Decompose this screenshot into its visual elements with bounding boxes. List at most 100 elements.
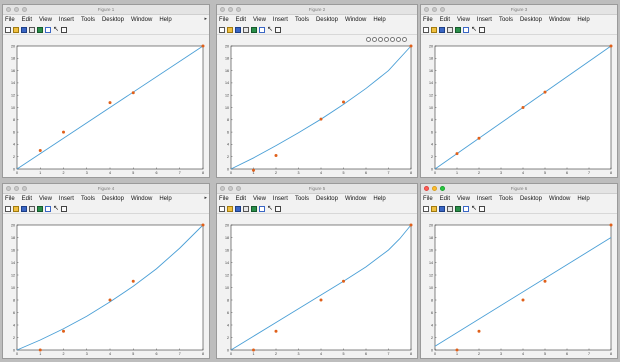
pointer-icon[interactable]: ↖ — [53, 205, 59, 212]
figure-icon[interactable] — [259, 27, 265, 33]
zoom-button[interactable] — [236, 7, 241, 12]
close-button[interactable] — [220, 186, 225, 191]
insert-label-icon[interactable] — [455, 206, 461, 212]
open-folder-icon[interactable] — [431, 27, 437, 33]
menu-overflow-arrow-icon[interactable]: ▸ — [204, 195, 207, 201]
zoom-in-icon[interactable] — [390, 37, 395, 42]
save-icon[interactable] — [235, 206, 241, 212]
menu-view[interactable]: View — [39, 17, 52, 23]
pan-icon[interactable] — [61, 27, 67, 33]
figure-icon[interactable] — [463, 27, 469, 33]
menu-file[interactable]: File — [219, 17, 229, 23]
new-figure-icon[interactable] — [219, 27, 225, 33]
menu-file[interactable]: File — [423, 196, 433, 202]
menu-tools[interactable]: Tools — [294, 196, 309, 202]
menu-file[interactable]: File — [5, 196, 15, 202]
minimize-button[interactable] — [228, 7, 233, 12]
menu-window[interactable]: Window — [130, 196, 153, 202]
print-icon[interactable] — [447, 206, 453, 212]
minimize-button[interactable] — [14, 186, 19, 191]
zoom-button[interactable] — [22, 186, 27, 191]
menu-insert[interactable]: Insert — [476, 17, 492, 23]
menu-overflow-arrow-icon[interactable]: ▸ — [204, 16, 207, 22]
menu-window[interactable]: Window — [344, 17, 367, 23]
menu-edit[interactable]: Edit — [21, 196, 33, 202]
minimize-button[interactable] — [432, 186, 437, 191]
new-figure-icon[interactable] — [219, 206, 225, 212]
print-icon[interactable] — [29, 27, 35, 33]
pan-icon[interactable] — [479, 206, 485, 212]
pointer-icon[interactable]: ↖ — [471, 26, 477, 33]
menu-desktop[interactable]: Desktop — [519, 196, 542, 202]
pan-icon[interactable] — [479, 27, 485, 33]
menu-desktop[interactable]: Desktop — [101, 196, 124, 202]
menu-view[interactable]: View — [253, 17, 266, 23]
menu-tools[interactable]: Tools — [498, 17, 513, 23]
open-folder-icon[interactable] — [431, 206, 437, 212]
figure-window[interactable]: Figure 6 File Edit View Insert Tools Desktop Wi… — [420, 183, 618, 359]
new-figure-icon[interactable] — [423, 27, 429, 33]
zoom-button[interactable] — [440, 186, 445, 191]
rotate-icon[interactable] — [378, 37, 383, 42]
datatip-icon[interactable] — [372, 37, 377, 42]
figure-window[interactable]: Figure 5 File Edit View Insert Tools Desktop Wi… — [216, 183, 418, 359]
new-figure-icon[interactable] — [423, 206, 429, 212]
figure-window[interactable]: Figure 4 File Edit View Insert Tools Desktop Wi… — [2, 183, 210, 359]
menu-help[interactable]: Help — [159, 17, 172, 23]
menu-window[interactable]: Window — [344, 196, 367, 202]
print-icon[interactable] — [243, 206, 249, 212]
pan-hand-icon[interactable] — [384, 37, 389, 42]
pan-icon[interactable] — [275, 27, 281, 33]
close-button[interactable] — [220, 7, 225, 12]
close-button[interactable] — [6, 186, 11, 191]
menu-edit[interactable]: Edit — [439, 17, 451, 23]
open-folder-icon[interactable] — [227, 27, 233, 33]
menu-desktop[interactable]: Desktop — [101, 17, 124, 23]
print-icon[interactable] — [447, 27, 453, 33]
menu-file[interactable]: File — [5, 17, 15, 23]
menu-insert[interactable]: Insert — [272, 17, 288, 23]
menu-edit[interactable]: Edit — [439, 196, 451, 202]
menu-insert[interactable]: Insert — [476, 196, 492, 202]
insert-label-icon[interactable] — [37, 27, 43, 33]
menu-window[interactable]: Window — [548, 17, 571, 23]
save-icon[interactable] — [235, 27, 241, 33]
insert-label-icon[interactable] — [455, 27, 461, 33]
menu-insert[interactable]: Insert — [58, 17, 74, 23]
menu-edit[interactable]: Edit — [21, 17, 33, 23]
new-figure-icon[interactable] — [5, 206, 11, 212]
print-icon[interactable] — [243, 27, 249, 33]
insert-label-icon[interactable] — [37, 206, 43, 212]
pan-icon[interactable] — [61, 206, 67, 212]
menu-help[interactable]: Help — [577, 196, 590, 202]
menu-help[interactable]: Help — [577, 17, 590, 23]
pointer-icon[interactable]: ↖ — [267, 205, 273, 212]
menu-window[interactable]: Window — [130, 17, 153, 23]
menu-help[interactable]: Help — [373, 17, 386, 23]
close-button[interactable] — [424, 186, 429, 191]
zoom-button[interactable] — [22, 7, 27, 12]
new-figure-icon[interactable] — [5, 27, 11, 33]
zoom-button[interactable] — [236, 186, 241, 191]
figure-icon[interactable] — [463, 206, 469, 212]
menu-view[interactable]: View — [39, 196, 52, 202]
menu-tools[interactable]: Tools — [80, 17, 95, 23]
menu-help[interactable]: Help — [373, 196, 386, 202]
menu-insert[interactable]: Insert — [272, 196, 288, 202]
menu-edit[interactable]: Edit — [235, 17, 247, 23]
zoom-out-icon[interactable] — [396, 37, 401, 42]
restore-view-icon[interactable] — [402, 37, 407, 42]
insert-label-icon[interactable] — [251, 206, 257, 212]
save-icon[interactable] — [439, 27, 445, 33]
save-icon[interactable] — [439, 206, 445, 212]
open-folder-icon[interactable] — [13, 27, 19, 33]
figure-icon[interactable] — [259, 206, 265, 212]
print-icon[interactable] — [29, 206, 35, 212]
menu-view[interactable]: View — [457, 17, 470, 23]
